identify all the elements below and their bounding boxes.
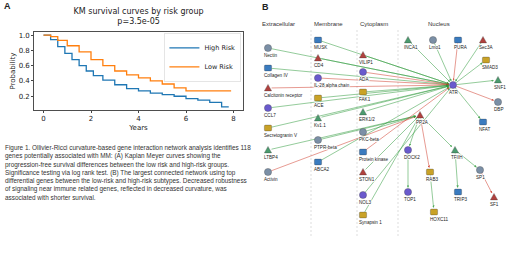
svg-text:INCA1: INCA1 [404,45,418,50]
svg-text:PP2A: PP2A [416,120,429,125]
svg-text:0.2: 0.2 [19,93,30,101]
svg-text:LTBP4: LTBP4 [264,155,278,160]
svg-text:Kv1.1: Kv1.1 [314,123,326,128]
html-text:Figure 1. Ollivier-Ricci curva: Figure 1. Ollivier-Ricci curvature-based… [5,144,251,201]
svg-text:ACE: ACE [314,103,323,108]
svg-text:STON1: STON1 [359,177,375,182]
svg-text:CCL7: CCL7 [264,113,276,118]
svg-text:RAB3: RAB3 [426,177,438,182]
svg-text:PTPR-beta: PTPR-beta [314,145,337,150]
svg-text:Nucleus: Nucleus [428,21,450,27]
svg-text:4: 4 [136,115,141,123]
svg-text:0.4: 0.4 [19,77,31,85]
svg-text:Sec3A: Sec3A [479,45,493,50]
svg-text:SNF1: SNF1 [494,85,506,90]
svg-text:0.8: 0.8 [19,47,30,55]
svg-text:ATR: ATR [449,90,459,95]
svg-text:Extracellular: Extracellular [262,21,295,27]
svg-text:PURA: PURA [454,45,468,50]
svg-text:DOCK2: DOCK2 [404,155,420,160]
svg-text:NFAT: NFAT [479,127,491,132]
svg-text:0: 0 [41,115,45,123]
svg-text:VILIP1: VILIP1 [359,60,373,65]
svg-text:ADA: ADA [359,77,369,82]
svg-text:Probability: Probability [9,52,17,89]
svg-text:NOL3: NOL3 [359,200,371,205]
svg-text:SF1: SF1 [490,202,499,207]
svg-text:HOXC11: HOXC11 [430,217,448,222]
svg-text:DBP: DBP [494,107,503,112]
svg-text:Lmo1: Lmo1 [429,45,441,50]
svg-text:Protein kinase: Protein kinase [359,157,389,162]
svg-text:High Risk: High Risk [204,44,235,52]
svg-text:Synapsin 1: Synapsin 1 [359,220,382,225]
svg-text:SP1: SP1 [476,175,485,180]
svg-text:Low Risk: Low Risk [204,63,233,71]
svg-text:8: 8 [231,115,235,123]
svg-text:ABCA2: ABCA2 [314,167,330,172]
svg-text:6: 6 [184,115,189,123]
svg-text:MUSK: MUSK [314,45,328,50]
svg-text:TFIIH: TFIIH [451,155,462,160]
svg-text:FAK1: FAK1 [359,97,371,102]
svg-text:IL-28 alpha chain: IL-28 alpha chain [314,83,350,88]
svg-text:1.0: 1.0 [19,32,30,40]
svg-text:PKC-beta: PKC-beta [359,137,379,142]
svg-text:TRIP3: TRIP3 [454,197,467,202]
svg-text:Nectin: Nectin [264,53,277,58]
svg-text:KM survival curves by risk gro: KM survival curves by risk groupp=3.5e-0… [74,7,204,26]
svg-text:SMAD3: SMAD3 [482,65,498,70]
svg-text:0.6: 0.6 [19,62,31,70]
svg-text:Secretogranin V: Secretogranin V [264,133,298,138]
svg-text:B: B [262,2,269,12]
svg-text:Collagen IV: Collagen IV [264,73,289,78]
svg-text:ERK1/2: ERK1/2 [359,117,375,122]
svg-text:Membrane: Membrane [314,21,343,27]
svg-text:2: 2 [89,115,93,123]
svg-text:Activin: Activin [264,177,278,182]
svg-text:Calcitonin receptor: Calcitonin receptor [264,93,303,98]
html-text:A: A [4,1,11,11]
svg-text:TOP1: TOP1 [404,197,416,202]
svg-text:CD4: CD4 [314,63,324,68]
svg-text:Years: Years [128,124,148,132]
svg-text:Cytoplasm: Cytoplasm [360,21,388,27]
